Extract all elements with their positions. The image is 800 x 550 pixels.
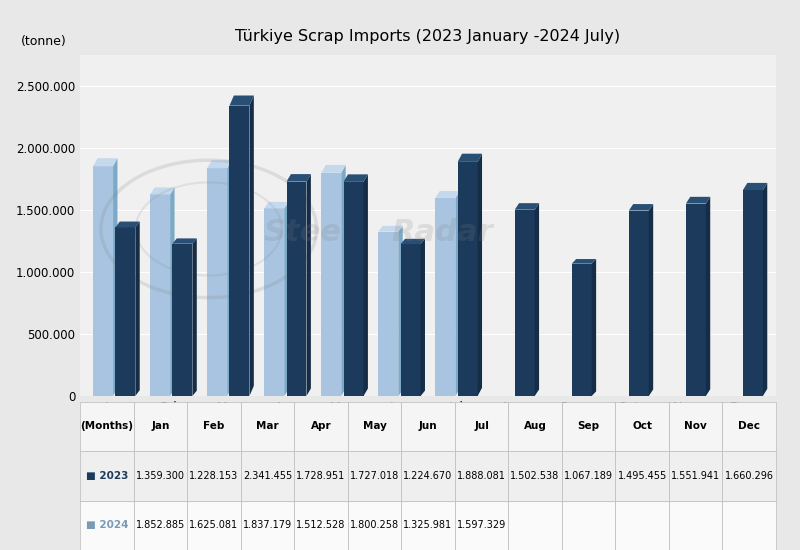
Polygon shape <box>435 191 460 198</box>
Polygon shape <box>686 197 710 204</box>
Polygon shape <box>363 174 368 396</box>
Polygon shape <box>150 188 174 195</box>
Polygon shape <box>115 222 140 228</box>
Polygon shape <box>135 222 140 396</box>
Bar <box>343 182 363 396</box>
Polygon shape <box>207 160 231 168</box>
Polygon shape <box>572 259 596 263</box>
Polygon shape <box>250 96 254 396</box>
Bar <box>207 168 227 396</box>
Polygon shape <box>93 158 118 166</box>
Polygon shape <box>478 153 482 396</box>
Bar <box>286 182 306 396</box>
Bar <box>435 198 455 396</box>
Title: Türkiye Scrap Imports (2023 January -2024 July): Türkiye Scrap Imports (2023 January -202… <box>235 29 621 44</box>
Bar <box>458 162 478 396</box>
Bar <box>378 232 398 396</box>
Bar <box>93 166 113 396</box>
Bar <box>264 208 284 396</box>
Polygon shape <box>173 238 197 244</box>
Polygon shape <box>514 203 539 210</box>
Polygon shape <box>763 183 767 396</box>
Polygon shape <box>286 174 311 182</box>
Polygon shape <box>306 174 311 396</box>
Polygon shape <box>342 165 346 396</box>
Polygon shape <box>458 153 482 162</box>
Polygon shape <box>649 204 653 396</box>
Polygon shape <box>343 174 368 182</box>
Bar <box>686 204 706 396</box>
Polygon shape <box>706 197 710 396</box>
Polygon shape <box>421 239 425 396</box>
Polygon shape <box>398 226 402 396</box>
Bar <box>150 195 170 396</box>
Bar <box>743 190 763 396</box>
Text: Radar: Radar <box>391 218 493 247</box>
Polygon shape <box>743 183 767 190</box>
Polygon shape <box>534 203 539 396</box>
Polygon shape <box>264 202 289 208</box>
Polygon shape <box>227 160 231 396</box>
Bar <box>230 106 250 396</box>
Polygon shape <box>284 202 289 396</box>
Bar <box>629 211 649 396</box>
Bar <box>514 210 534 396</box>
Bar <box>572 263 592 396</box>
Bar <box>173 244 192 396</box>
Polygon shape <box>113 158 118 396</box>
Polygon shape <box>378 226 402 232</box>
Polygon shape <box>170 188 174 396</box>
Polygon shape <box>592 259 596 396</box>
Text: (tonne): (tonne) <box>21 35 66 48</box>
Bar <box>401 244 421 396</box>
Polygon shape <box>455 191 460 396</box>
Polygon shape <box>629 204 653 211</box>
Polygon shape <box>322 165 346 173</box>
Polygon shape <box>401 239 425 244</box>
Polygon shape <box>230 96 254 106</box>
Bar <box>115 228 135 396</box>
Bar <box>322 173 342 396</box>
Text: Stee: Stee <box>264 218 342 247</box>
Polygon shape <box>192 238 197 396</box>
